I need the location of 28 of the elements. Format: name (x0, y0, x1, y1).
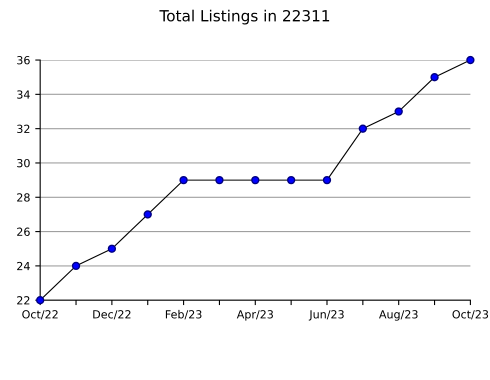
point (251, 176, 260, 184)
point (322, 176, 332, 184)
y-tick-label: 24 (17, 262, 30, 270)
point (466, 56, 475, 64)
x-tick-label: Apr/23 (236, 310, 273, 321)
point (72, 262, 80, 270)
x-tick-label: Jun/23 (308, 310, 344, 321)
y-tick-label: 30 (17, 158, 30, 168)
x-tick-label: Aug/23 (378, 310, 418, 321)
x-tick-label: Oct/23 (452, 310, 488, 320)
point (144, 210, 152, 219)
point (430, 73, 439, 82)
point (358, 124, 368, 133)
y-tick-label: 32 (17, 124, 30, 134)
point (286, 176, 296, 184)
x-tick-label: Dec/22 (93, 310, 130, 320)
y-tick-label: 36 (17, 56, 30, 64)
y-tick-label: 26 (17, 228, 30, 236)
y-tick-label: 34 (17, 90, 30, 99)
x-tick-label: Feb/23 (166, 310, 202, 320)
point (215, 176, 224, 184)
y-tick-label: 28 (17, 193, 30, 202)
x-tick-label: Oct/22 (22, 310, 58, 320)
point (394, 107, 403, 116)
y-tick-label: 22 (17, 296, 30, 304)
point (108, 244, 116, 253)
point (179, 176, 188, 184)
chart-title: Total Listings in 22311 (159, 10, 330, 24)
